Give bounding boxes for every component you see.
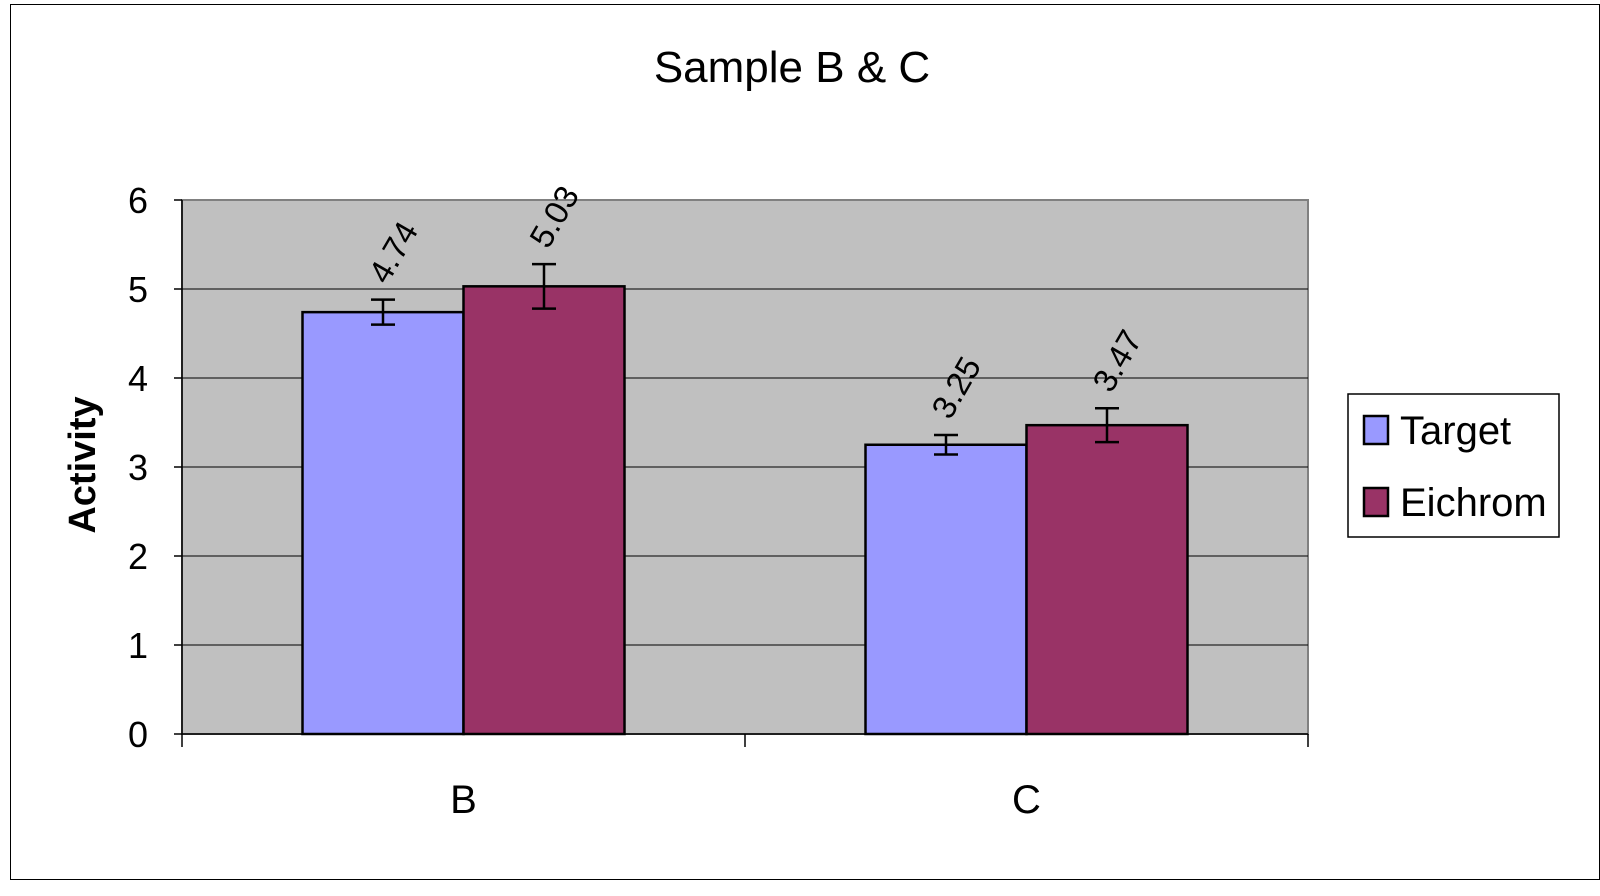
bar-target-c [864,443,1028,736]
bars [301,285,1189,736]
y-tick-label: 0 [128,714,148,755]
y-tick-label: 2 [128,536,148,577]
y-tick-label: 6 [128,180,148,221]
legend: Target Eichrom [1347,393,1560,538]
x-category-label: B [450,778,477,822]
bar-eichrom-b [462,285,626,736]
y-tick-label: 3 [128,447,148,488]
error-bars [371,262,1119,456]
y-tick-label: 4 [128,358,148,399]
x-category-label: C [1012,778,1041,822]
chart-title: Sample B & C [654,43,930,92]
y-axis-ticks: 0 1 2 3 4 5 6 [128,180,182,755]
y-tick-label: 1 [128,625,148,666]
legend-swatch-eichrom [1362,486,1390,518]
legend-label: Target [1400,409,1511,453]
bar-eichrom-c [1025,423,1189,736]
y-tick-label: 5 [128,269,148,310]
legend-swatch-target [1362,414,1390,446]
bar-target-b [301,310,465,736]
y-axis-label: Activity [62,396,104,533]
legend-label: Eichrom [1400,481,1547,525]
